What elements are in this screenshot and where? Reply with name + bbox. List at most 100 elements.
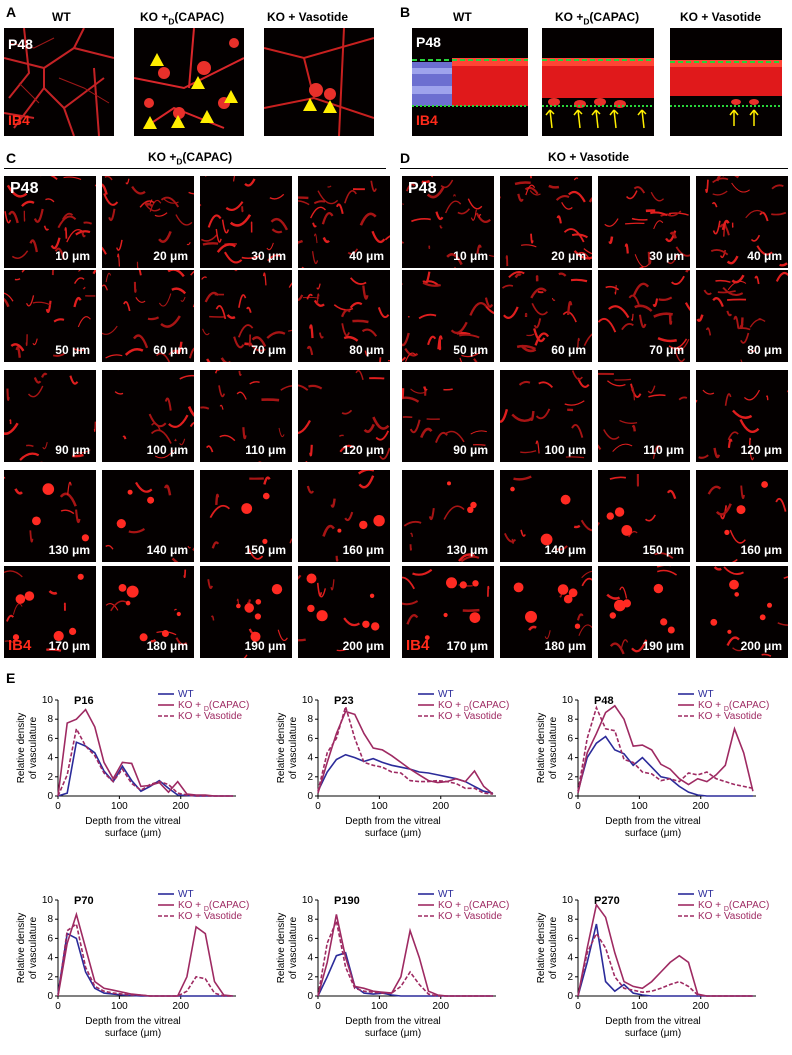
confocal-slice-tile: 80 μm [298, 270, 390, 362]
confocal-slice-tile: 40 μm [696, 176, 788, 268]
panel-b-image-wt: P48 IB4 [412, 28, 528, 136]
depth-label: 200 μm [740, 639, 782, 653]
x-tick-label: 100 [371, 1001, 388, 1012]
panel-a-image-wt: P48 IB4 [4, 28, 114, 136]
chart-title: P16 [74, 695, 94, 707]
confocal-slice-tile: 20 μm [500, 176, 592, 268]
y-axis-label: Relative density [276, 913, 287, 984]
panel-b-title-capac: KO +D(CAPAC) [555, 10, 640, 27]
vessel-texture-graphic [402, 176, 494, 268]
x-axis-label: Depth from the vitreal [85, 1016, 181, 1027]
y-tick-label: 2 [307, 772, 313, 783]
confocal-slice-tile: 200 μm [696, 566, 788, 658]
y-axis-label: of vasculature [288, 716, 299, 779]
vessel-texture-graphic [500, 176, 592, 267]
panel-a-stain-label: IB4 [8, 112, 30, 128]
vessel-texture-graphic [105, 481, 194, 562]
x-axis-label: Depth from the vitreal [605, 816, 701, 827]
y-tick-label: 10 [302, 695, 314, 706]
vessel-texture-graphic [298, 180, 390, 268]
panel-a-image-vasotide [264, 28, 374, 136]
vessel-texture-graphic [4, 270, 96, 358]
confocal-slice-tile: 130 μm [402, 470, 494, 562]
retina-cross-section-graphic [412, 58, 528, 107]
y-tick-label: 6 [567, 733, 573, 744]
series-line [57, 911, 233, 997]
y-axis-label: of vasculature [288, 916, 299, 979]
y-tick-label: 4 [47, 753, 53, 764]
y-tick-label: 10 [302, 895, 314, 906]
y-tick-label: 6 [307, 933, 313, 944]
x-tick-label: 200 [432, 1001, 449, 1012]
vessel-texture-graphic [696, 389, 788, 461]
x-axis-label: Depth from the vitreal [345, 816, 441, 827]
vessel-texture-graphic [598, 372, 688, 460]
vessel-texture-graphic [4, 476, 89, 543]
depth-label: 120 μm [342, 443, 384, 457]
depth-label: 80 μm [349, 343, 384, 357]
y-tick-label: 2 [567, 972, 573, 983]
x-tick-label: 100 [631, 1001, 648, 1012]
y-tick-label: 4 [307, 953, 313, 964]
confocal-slice-tile: 120 μm [298, 370, 390, 462]
confocal-slice-tile: 60 μm [102, 270, 194, 362]
vessel-texture-graphic [501, 271, 592, 353]
vessel-texture-graphic [4, 176, 96, 260]
y-tick-label: 10 [562, 895, 574, 906]
vessel-texture-graphic [696, 271, 788, 362]
density-chart: 0 2 4 6 8 10 0 100 200 P270 Relative density of vas… [530, 880, 788, 1050]
depth-label: 180 μm [544, 639, 586, 653]
confocal-slice-tile: 10 μm P48 [4, 176, 96, 268]
y-tick-label: 8 [567, 914, 573, 925]
depth-label: 140 μm [544, 543, 586, 557]
x-tick-label: 200 [172, 1001, 189, 1012]
series-line [317, 914, 493, 997]
vessel-texture-graphic [402, 568, 490, 640]
confocal-slice-tile: 160 μm [696, 470, 788, 562]
y-tick-label: 10 [42, 695, 54, 706]
y-tick-label: 2 [307, 972, 313, 983]
depth-label: 30 μm [649, 249, 684, 263]
x-tick-label: 0 [315, 1001, 321, 1012]
depth-label: 30 μm [251, 249, 286, 263]
legend-label: KO + Vasotide [178, 711, 242, 722]
x-tick-label: 200 [432, 801, 449, 812]
confocal-slice-tile: 120 μm [696, 370, 788, 462]
vessel-texture-graphic [606, 566, 678, 655]
y-tick-label: 6 [307, 733, 313, 744]
confocal-slice-tile: 180 μm [500, 566, 592, 658]
retina-cross-section-graphic [542, 58, 654, 129]
depth-label: 110 μm [643, 443, 684, 457]
vessel-lesion-graphic [264, 28, 374, 136]
panel-a-title-capac: KO +D(CAPAC) [140, 10, 225, 27]
confocal-slice-tile: 30 μm [200, 176, 292, 268]
chart-title: P23 [334, 695, 354, 707]
confocal-slice-tile: 70 μm [598, 270, 690, 362]
vessel-texture-graphic [209, 476, 292, 560]
vessel-texture-graphic [402, 386, 487, 446]
y-tick-label: 0 [567, 791, 573, 802]
series-line [57, 708, 233, 797]
series-line [577, 931, 753, 997]
y-tick-label: 6 [47, 933, 53, 944]
confocal-slice-tile: 80 μm [696, 270, 788, 362]
density-chart: 0 2 4 6 8 10 0 100 200 P48 Relative density of vasc… [530, 680, 788, 850]
density-chart: 0 2 4 6 8 10 0 100 200 P16 Relative density of vasc… [10, 680, 268, 850]
confocal-slice-tile: 90 μm [402, 370, 494, 462]
depth-label: 60 μm [551, 343, 586, 357]
y-tick-label: 10 [562, 695, 574, 706]
panel-d-title: KO + Vasotide [548, 150, 630, 164]
series-line [57, 741, 233, 797]
depth-label: 100 μm [146, 443, 188, 457]
x-tick-label: 100 [111, 801, 128, 812]
depth-label: 10 μm [453, 249, 488, 263]
x-axis-label: Depth from the vitreal [345, 1016, 441, 1027]
legend-label: KO + Vasotide [698, 911, 762, 922]
age-label: P48 [408, 180, 437, 197]
confocal-slice-tile: 60 μm [500, 270, 592, 362]
y-tick-label: 2 [47, 972, 53, 983]
depth-label: 60 μm [153, 343, 188, 357]
depth-label: 50 μm [55, 343, 90, 357]
